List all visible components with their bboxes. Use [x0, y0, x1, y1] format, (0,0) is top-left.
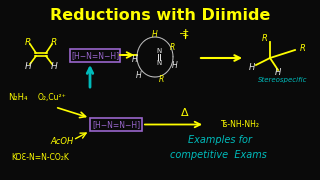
Text: Examples for: Examples for	[188, 135, 252, 145]
Text: competitive  Exams: competitive Exams	[170, 150, 267, 160]
Text: H: H	[25, 62, 31, 71]
Text: H: H	[152, 30, 158, 39]
Text: R: R	[158, 75, 164, 84]
Text: N: N	[156, 60, 162, 66]
Text: R: R	[51, 37, 57, 46]
Text: H: H	[172, 60, 178, 69]
Text: R: R	[300, 44, 306, 53]
Text: H: H	[136, 71, 142, 80]
Bar	[70, 49, 120, 62]
Text: AcOH: AcOH	[50, 138, 74, 147]
Bar	[90, 118, 142, 131]
Text: Stereospecific: Stereospecific	[258, 77, 308, 83]
Text: [H−N=N−H]: [H−N=N−H]	[71, 51, 119, 60]
Text: N: N	[156, 48, 162, 54]
Text: R: R	[25, 37, 31, 46]
Text: R: R	[169, 42, 175, 51]
Text: ‡: ‡	[182, 28, 188, 38]
Text: H: H	[132, 55, 138, 64]
Text: KOƐ-N=N-CO₂K: KOƐ-N=N-CO₂K	[11, 154, 69, 163]
Text: H: H	[51, 62, 57, 71]
Text: [H−N=N−H]: [H−N=N−H]	[92, 120, 140, 129]
Text: O₂,Cu²⁺: O₂,Cu²⁺	[38, 93, 66, 102]
Text: Δ: Δ	[181, 108, 189, 118]
Text: Ts-NH-NH₂: Ts-NH-NH₂	[220, 120, 260, 129]
Text: ¬: ¬	[179, 30, 187, 40]
Text: N₂H₄: N₂H₄	[8, 93, 28, 102]
Text: R: R	[262, 33, 268, 42]
Text: H: H	[275, 68, 281, 76]
Text: Reductions with Diimide: Reductions with Diimide	[50, 8, 270, 23]
Text: H: H	[249, 62, 255, 71]
